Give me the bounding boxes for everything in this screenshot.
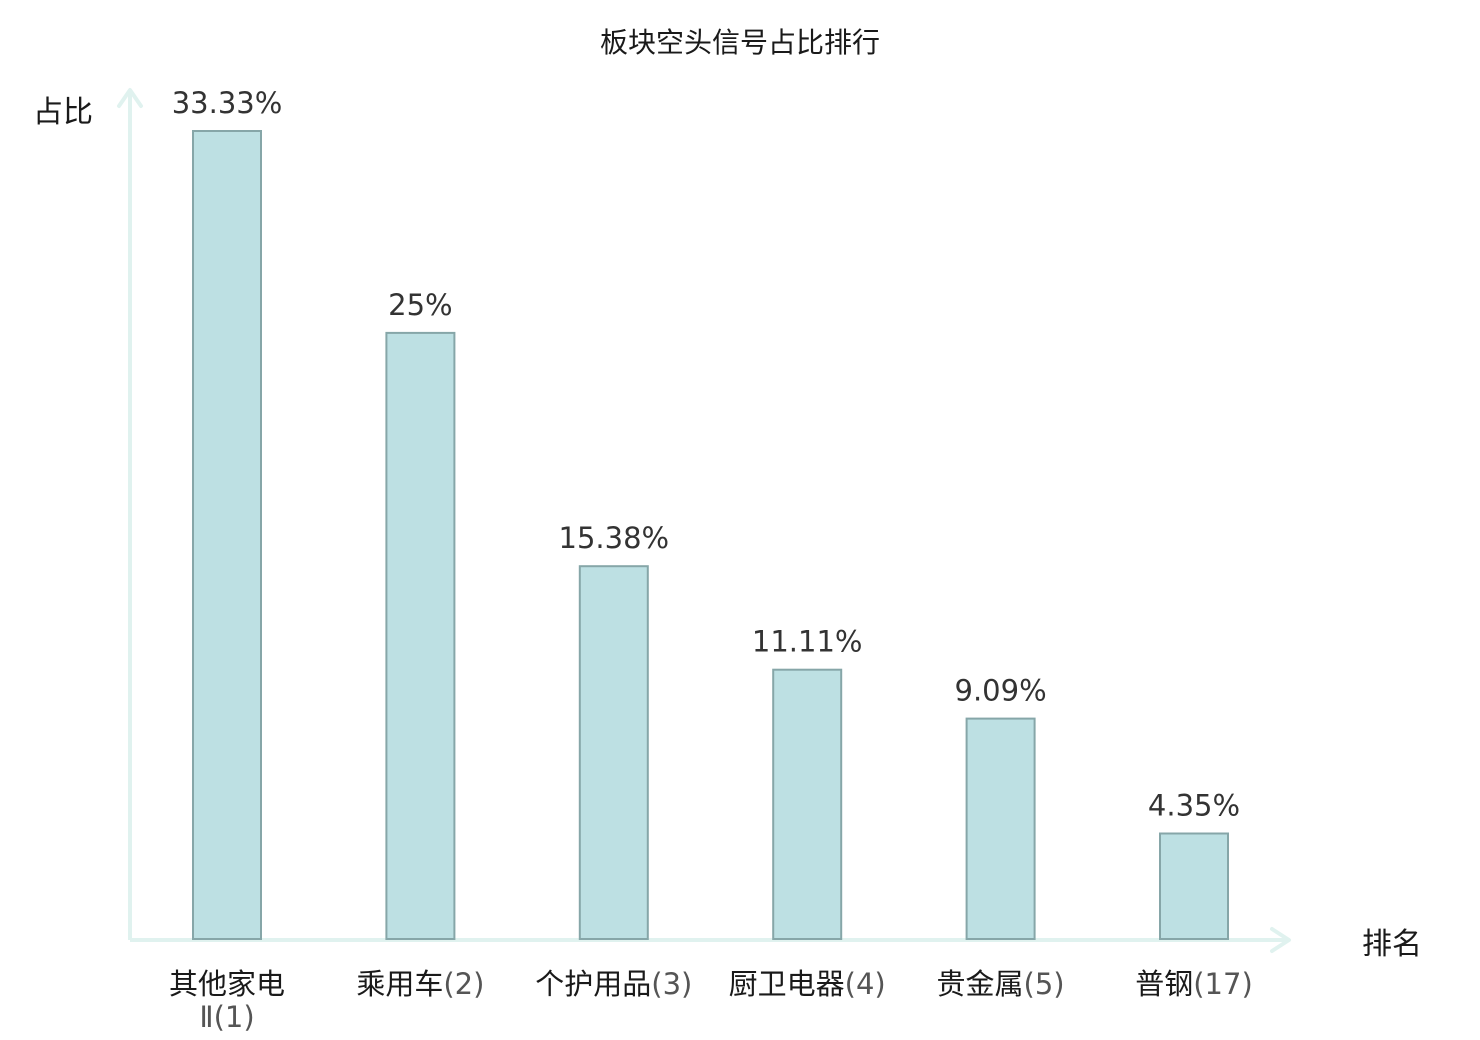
bar (1159, 832, 1229, 940)
value-labels-group: 33.33% 25% 15.38% 11.11% 9.09% 4.35% (172, 86, 1240, 823)
category-name: 普钢 (1135, 967, 1193, 1001)
category-label: 其他家电 Ⅱ(1) (169, 967, 285, 1034)
x-axis (130, 927, 1291, 953)
bar-value-label: 11.11% (752, 625, 863, 659)
bar-value-label: 9.09% (955, 674, 1047, 708)
category-rank: (2) (443, 967, 484, 1001)
category-name: 乘用车 (356, 967, 443, 1001)
category-name: 贵金属 (937, 967, 1024, 1001)
bar (385, 331, 456, 940)
category-label: 个护用品(3) (535, 967, 692, 1001)
category-label: 普钢(17) (1135, 967, 1253, 1001)
chart-title: 板块空头信号占比排行 (600, 26, 880, 59)
category-label: 乘用车(2) (356, 967, 484, 1001)
category-labels-group: 其他家电 Ⅱ(1) 乘用车(2) 个护用品(3) 厨卫电器(4) 贵金属(5) 普钢(17) (169, 967, 1253, 1034)
category-rank: (5) (1024, 967, 1065, 1001)
category-name: 厨卫电器 (729, 967, 845, 1001)
bar-value-label: 25% (388, 288, 452, 322)
category-rank: (17) (1193, 967, 1253, 1001)
category-rank: (3) (651, 967, 692, 1001)
bar-value-label: 4.35% (1148, 789, 1240, 823)
bars-group (192, 130, 1229, 940)
bar (192, 130, 262, 940)
category-label: 厨卫电器(4) (729, 967, 886, 1001)
y-axis (117, 88, 143, 940)
category-rank: (4) (845, 967, 886, 1001)
y-axis-label: 占比 (33, 95, 93, 130)
bar (578, 565, 649, 940)
bar-value-label: 15.38% (559, 521, 670, 555)
category-name: 个护用品 (535, 967, 651, 1001)
bar (772, 668, 843, 940)
x-axis-label: 排名 (1362, 927, 1422, 962)
bar-value-label: 33.33% (172, 86, 283, 120)
bar (965, 717, 1036, 940)
category-label: 贵金属(5) (937, 967, 1065, 1001)
